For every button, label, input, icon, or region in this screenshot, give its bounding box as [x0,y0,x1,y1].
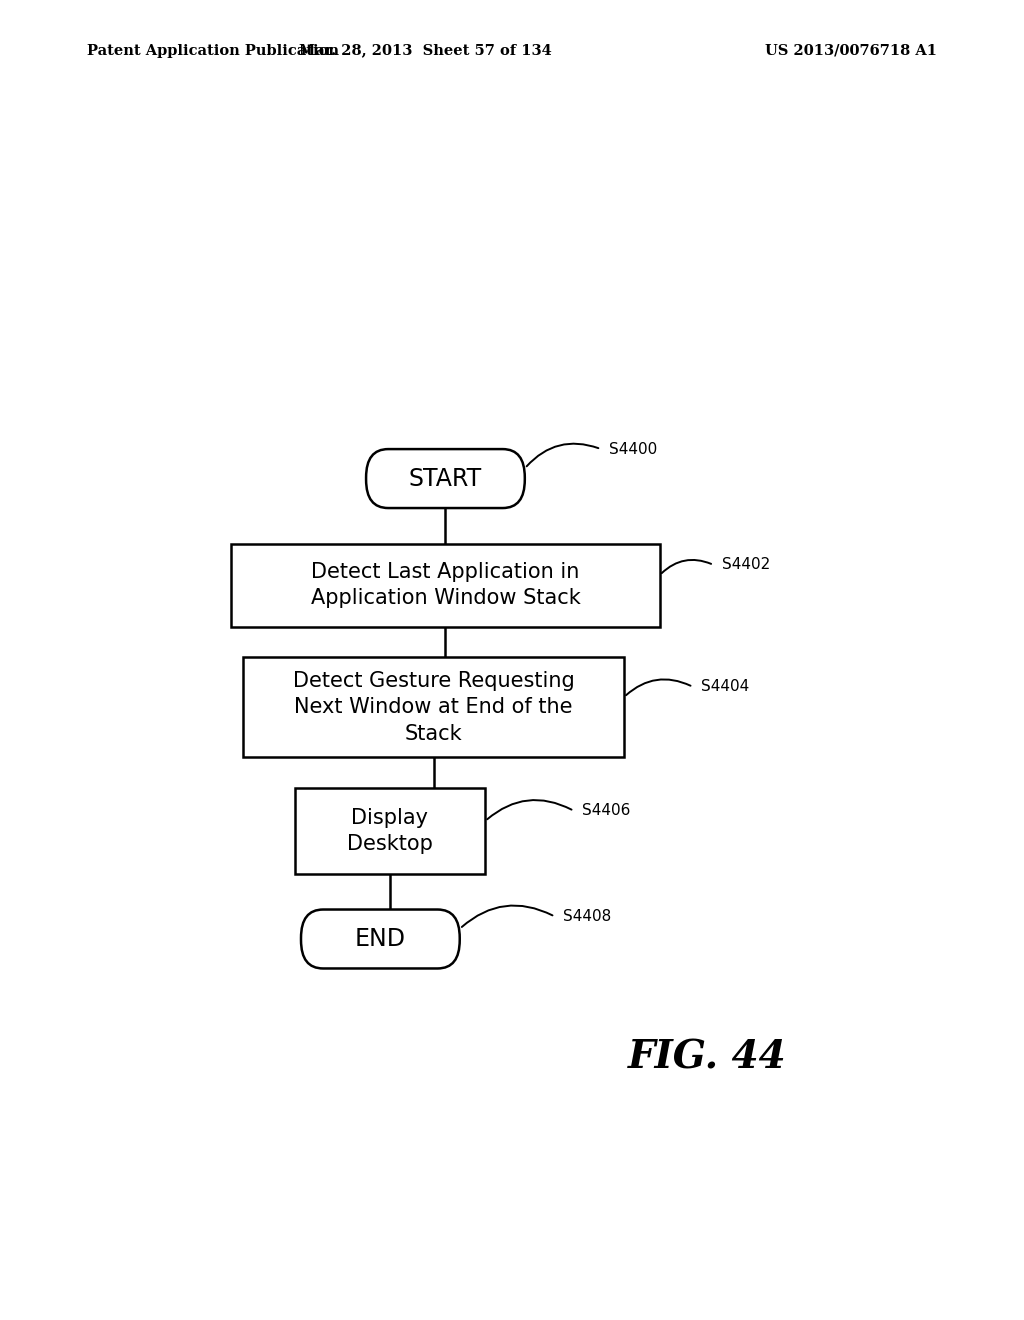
Text: Detect Last Application in
Application Window Stack: Detect Last Application in Application W… [310,562,581,609]
Text: END: END [355,927,406,950]
Text: S4406: S4406 [582,804,631,818]
Text: S4400: S4400 [609,442,657,457]
Text: S4402: S4402 [722,557,770,573]
FancyBboxPatch shape [367,449,524,508]
Text: START: START [409,466,482,491]
Text: Display
Desktop: Display Desktop [347,808,433,854]
Text: FIG. 44: FIG. 44 [628,1039,786,1077]
Text: Mar. 28, 2013  Sheet 57 of 134: Mar. 28, 2013 Sheet 57 of 134 [299,44,551,58]
Text: Detect Gesture Requesting
Next Window at End of the
Stack: Detect Gesture Requesting Next Window at… [293,671,574,743]
Text: US 2013/0076718 A1: US 2013/0076718 A1 [765,44,937,58]
Text: S4408: S4408 [563,909,611,924]
FancyBboxPatch shape [301,909,460,969]
Bar [295,788,485,874]
Bar [231,544,659,627]
Bar [243,657,624,758]
Text: Patent Application Publication: Patent Application Publication [87,44,339,58]
Text: S4404: S4404 [701,680,750,694]
